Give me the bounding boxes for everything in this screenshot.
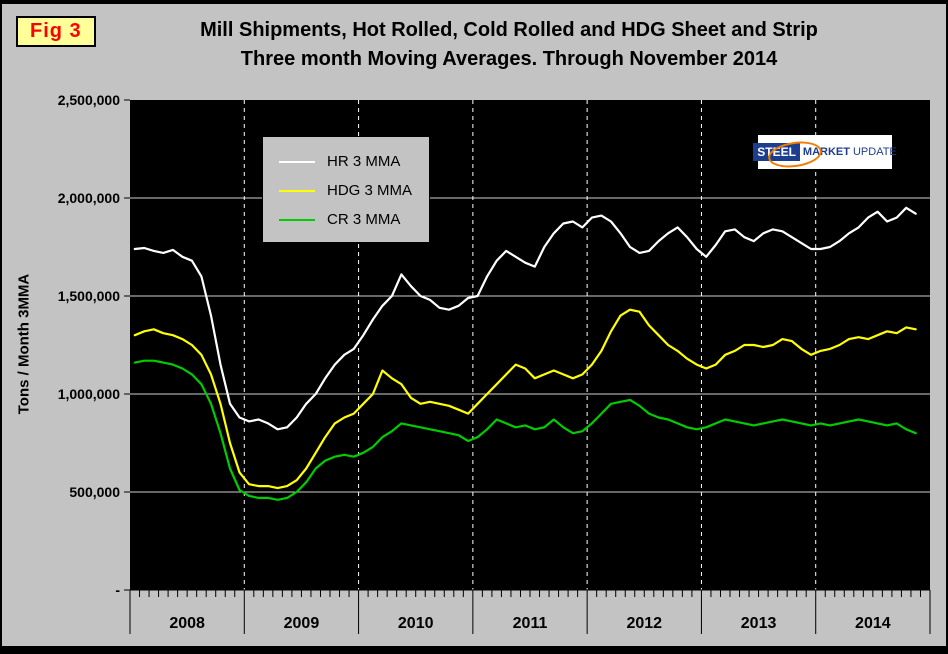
- steel-market-update-logo: STEEL MARKET UPDATE: [753, 135, 897, 171]
- legend-label-hdg: HDG 3 MMA: [327, 182, 413, 199]
- x-year-label: 2011: [513, 615, 548, 632]
- x-year-label: 2008: [169, 615, 205, 632]
- cr-line-swatch: [279, 218, 315, 221]
- series-line-hdg: [133, 308, 917, 490]
- y-tick-label: 1,500,000: [58, 288, 120, 304]
- legend-item-hdg: HDG 3 MMA: [279, 176, 429, 205]
- y-tick-label: 2,000,000: [58, 190, 120, 206]
- x-year-label: 2009: [284, 615, 320, 632]
- y-tick-label: 2,500,000: [58, 92, 120, 108]
- chart-title: Mill Shipments, Hot Rolled, Cold Rolled …: [92, 16, 926, 74]
- series-line-cr: [133, 359, 917, 501]
- legend-item-cr: CR 3 MMA: [279, 205, 429, 234]
- series-line-hr: [133, 206, 917, 431]
- x-year-label: 2014: [855, 615, 891, 632]
- logo-word-steel: STEEL: [753, 143, 800, 161]
- logo-word-update: UPDATE: [852, 146, 897, 158]
- hdg-line-swatch: [279, 189, 315, 192]
- hr-line-swatch: [279, 160, 315, 163]
- x-year-label: 2012: [626, 615, 662, 632]
- legend-item-hr: HR 3 MMA: [279, 147, 429, 176]
- logo-word-market: MARKET: [802, 146, 850, 158]
- chart-title-line2: Three month Moving Averages. Through Nov…: [240, 48, 778, 70]
- y-tick-label: -: [115, 582, 120, 598]
- y-tick-label: 500,000: [69, 484, 120, 500]
- legend: HR 3 MMA HDG 3 MMA CR 3 MMA: [262, 136, 430, 243]
- plot-svg: - 500,000 1,000,000 1,500,000 2,000,000 2,500…: [58, 92, 931, 634]
- x-year-label: 2010: [398, 615, 434, 632]
- legend-label-cr: CR 3 MMA: [327, 211, 401, 228]
- legend-label-hr: HR 3 MMA: [327, 153, 401, 170]
- plot-area: [130, 100, 930, 590]
- x-year-label: 2013: [741, 615, 777, 632]
- chart-title-line1: Mill Shipments, Hot Rolled, Cold Rolled …: [200, 19, 818, 41]
- y-tick-label: 1,000,000: [58, 386, 120, 402]
- figure-number-badge: Fig 3: [16, 16, 96, 47]
